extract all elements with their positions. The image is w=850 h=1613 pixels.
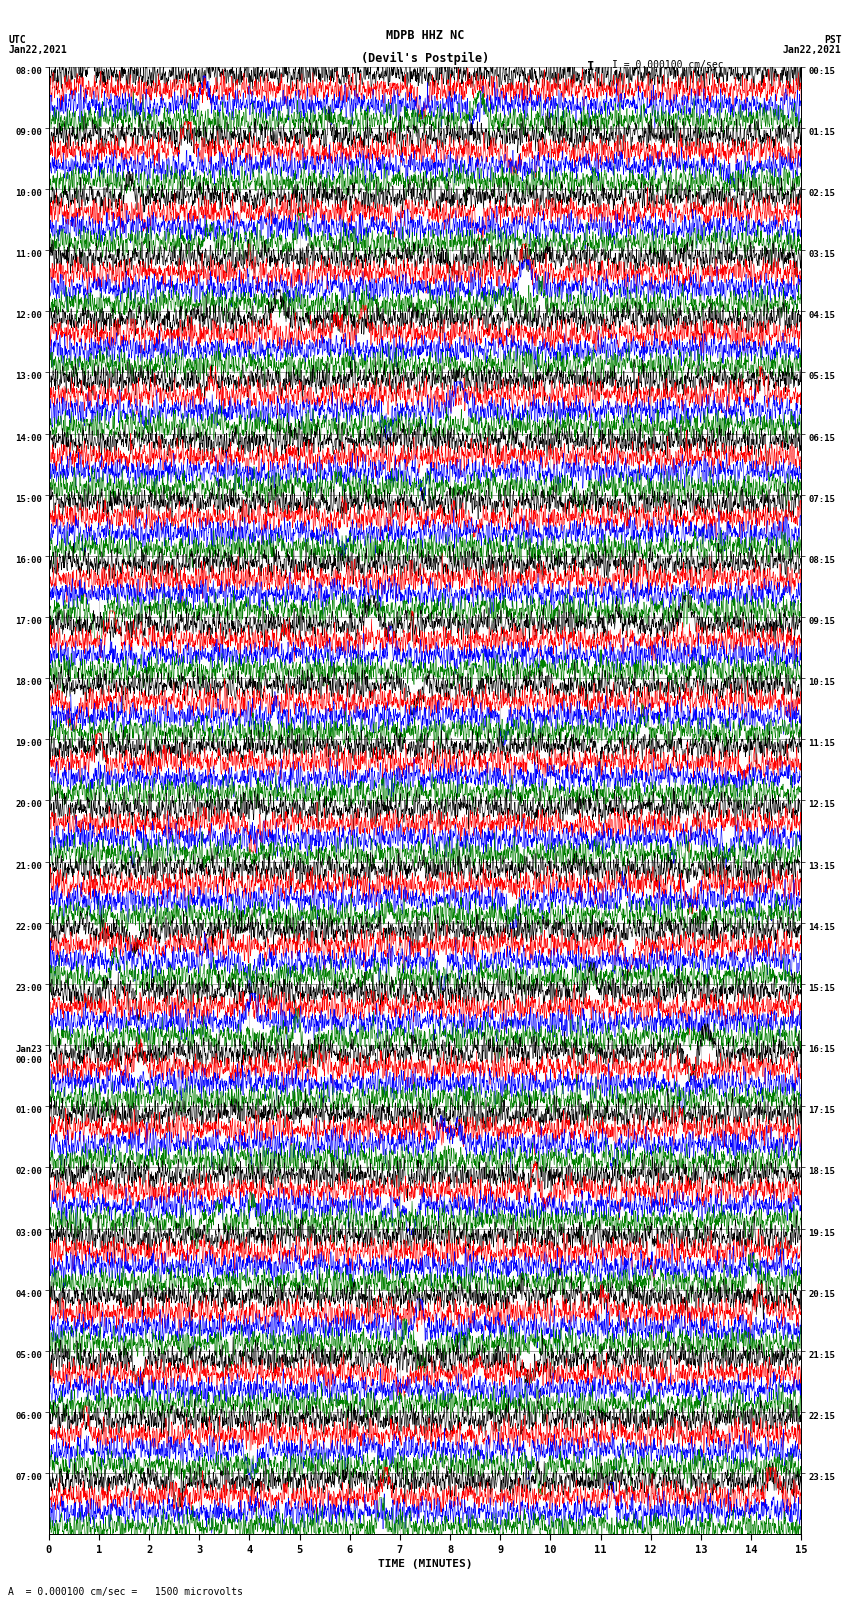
- Text: (Devil's Postpile): (Devil's Postpile): [361, 52, 489, 65]
- Text: PST: PST: [824, 35, 842, 45]
- Text: I: I: [587, 60, 594, 73]
- Text: MDPB HHZ NC: MDPB HHZ NC: [386, 29, 464, 42]
- X-axis label: TIME (MINUTES): TIME (MINUTES): [377, 1560, 473, 1569]
- Text: A  = 0.000100 cm/sec =   1500 microvolts: A = 0.000100 cm/sec = 1500 microvolts: [8, 1587, 243, 1597]
- Text: I = 0.000100 cm/sec: I = 0.000100 cm/sec: [612, 60, 723, 69]
- Text: Jan22,2021: Jan22,2021: [783, 45, 842, 55]
- Text: Jan22,2021: Jan22,2021: [8, 45, 67, 55]
- Text: UTC: UTC: [8, 35, 26, 45]
